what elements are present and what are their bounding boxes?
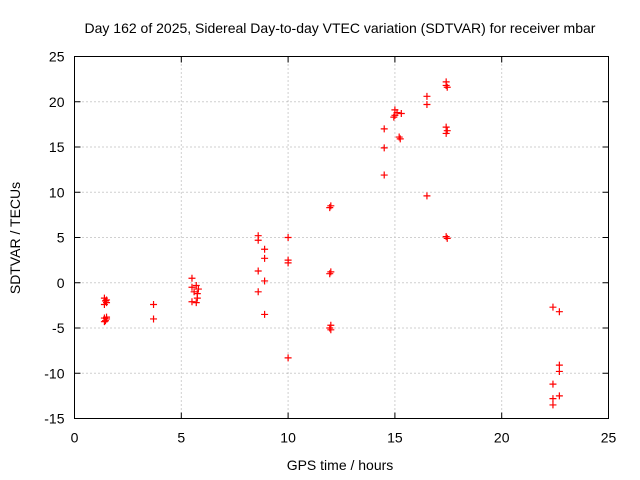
- data-point: [423, 92, 431, 100]
- data-point: [442, 123, 450, 131]
- x-tick-label: 0: [71, 430, 79, 446]
- data-point: [396, 135, 404, 143]
- data-point: [284, 259, 292, 267]
- data-point: [254, 236, 262, 244]
- grid-lines: [74, 56, 609, 419]
- data-point: [284, 354, 292, 362]
- data-point: [390, 113, 398, 121]
- x-tick-label: 25: [601, 430, 617, 446]
- data-point: [103, 296, 111, 304]
- data-point: [395, 133, 403, 141]
- y-tick-label: -15: [44, 411, 64, 427]
- y-tick-label: 20: [49, 94, 65, 110]
- y-tick-label: 25: [49, 49, 65, 65]
- data-point: [192, 281, 200, 289]
- x-tick-label: 10: [280, 430, 296, 446]
- data-point: [150, 315, 158, 323]
- x-tick-label: 15: [387, 430, 403, 446]
- data-point: [549, 380, 557, 388]
- data-point: [192, 299, 200, 307]
- data-point: [393, 109, 401, 117]
- data-point: [188, 274, 196, 282]
- data-point: [442, 233, 450, 241]
- data-point: [555, 308, 563, 316]
- y-tick-label: 0: [57, 275, 65, 291]
- data-point: [380, 125, 388, 133]
- data-points: [100, 78, 563, 409]
- data-point: [380, 171, 388, 179]
- x-axis-label: GPS time / hours: [287, 457, 394, 473]
- y-tick-label: -5: [52, 320, 65, 336]
- data-point: [327, 326, 335, 334]
- data-point: [442, 81, 450, 89]
- data-point: [443, 83, 451, 91]
- data-point: [397, 110, 405, 118]
- data-point: [326, 204, 334, 212]
- data-point: [193, 294, 201, 302]
- data-point: [327, 268, 335, 276]
- data-point: [549, 401, 557, 409]
- data-point: [423, 100, 431, 108]
- data-point: [284, 234, 292, 241]
- y-tick-label: 10: [49, 184, 65, 200]
- y-tick-label: 15: [49, 139, 65, 155]
- data-point: [555, 367, 563, 375]
- data-point: [327, 202, 335, 210]
- data-point: [188, 298, 196, 306]
- data-point: [423, 192, 431, 200]
- y-tick-label: -10: [44, 365, 64, 381]
- data-point: [150, 300, 158, 308]
- x-tick-label: 5: [177, 430, 185, 446]
- data-point: [188, 283, 196, 291]
- y-axis-label: SDTVAR / TECUs: [7, 182, 23, 294]
- data-point: [380, 144, 388, 152]
- data-point: [100, 318, 108, 326]
- data-point: [555, 361, 563, 369]
- data-point: [261, 245, 269, 253]
- data-point: [254, 288, 262, 296]
- data-point: [254, 267, 262, 275]
- y-tick-label: 5: [57, 230, 65, 246]
- data-point: [103, 313, 111, 321]
- data-point: [261, 254, 269, 262]
- data-point: [549, 303, 557, 311]
- data-point: [194, 285, 202, 293]
- data-point: [261, 310, 269, 318]
- data-point: [326, 270, 334, 278]
- data-point: [261, 277, 269, 285]
- data-point: [100, 300, 108, 308]
- data-point: [549, 395, 557, 403]
- chart-title: Day 162 of 2025, Sidereal Day-to-day VTE…: [85, 20, 596, 36]
- data-point: [555, 392, 563, 400]
- data-point: [443, 234, 451, 242]
- axis-ticks: 0 5 10 15 20 25 -15 -10 -5 0 5 10 15 20 25: [44, 49, 616, 446]
- data-point: [442, 129, 450, 137]
- x-tick-label: 20: [494, 430, 510, 446]
